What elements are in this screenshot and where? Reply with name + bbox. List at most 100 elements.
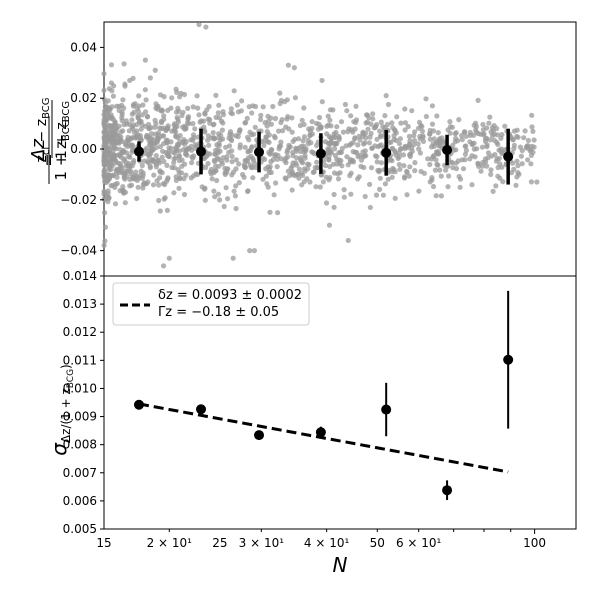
scatter-point — [112, 181, 119, 187]
scatter-point — [482, 156, 488, 162]
scatter-point — [521, 135, 527, 141]
scatter-point — [289, 129, 295, 135]
scatter-point — [378, 119, 384, 125]
scatter-point — [519, 148, 525, 154]
scatter-point — [311, 151, 317, 157]
scatter-point — [142, 158, 148, 164]
scatter-point — [396, 154, 402, 160]
scatter-point — [377, 175, 383, 181]
scatter-point — [242, 120, 248, 126]
scatter-point — [407, 152, 413, 158]
scatter-point — [332, 146, 338, 152]
scatter-point — [140, 170, 146, 176]
scatter-point — [300, 160, 306, 166]
scatter-point — [435, 162, 441, 168]
scatter-point — [318, 124, 324, 130]
scatter-point — [417, 136, 423, 142]
scatter-point — [502, 123, 508, 129]
scatter-point — [314, 164, 320, 171]
scatter-point — [203, 24, 209, 30]
scatter-point — [161, 94, 167, 100]
scatter-point — [296, 175, 302, 181]
scatter-point — [311, 169, 317, 175]
top-panel: −0.04 −0.02 0.00 0.02 0.04 Δz 1 + zBCG = zcl… — [28, 21, 577, 277]
scatter-point — [172, 121, 178, 127]
scatter-point — [265, 184, 271, 190]
scatter-point — [429, 156, 435, 162]
scatter-point — [121, 157, 127, 163]
scatter-point — [429, 175, 435, 181]
scatter-point — [224, 157, 230, 163]
scatter-point — [495, 141, 501, 147]
scatter-point — [190, 121, 196, 127]
scatter-point — [396, 141, 403, 147]
scatter-point — [530, 128, 536, 134]
scatter-point — [438, 173, 444, 179]
scatter-point — [425, 156, 431, 162]
scatter-point — [400, 152, 407, 158]
scatter-point — [249, 110, 255, 116]
scatter-point — [289, 115, 295, 121]
scatter-point — [457, 184, 463, 190]
scatter-point — [211, 135, 217, 141]
x-tick-label: 50 — [370, 536, 385, 550]
bottom-y-tick-label: 0.009 — [63, 410, 97, 424]
scatter-point — [232, 193, 238, 199]
scatter-point — [260, 176, 266, 182]
scatter-point — [108, 166, 114, 172]
scatter-point — [383, 93, 389, 99]
scatter-point — [368, 130, 374, 137]
scatter-point — [153, 164, 159, 170]
sigma-point — [133, 399, 144, 410]
scatter-point — [219, 127, 225, 133]
scatter-point — [411, 142, 417, 148]
scatter-point — [154, 138, 161, 144]
scatter-point — [433, 193, 439, 199]
scatter-point — [219, 161, 225, 167]
scatter-point — [471, 140, 477, 146]
scatter-point — [266, 139, 272, 145]
scatter-point — [427, 179, 433, 185]
scatter-point — [264, 123, 270, 129]
scatter-point — [307, 179, 313, 185]
scatter-point — [183, 151, 189, 157]
scatter-point — [525, 157, 531, 163]
scatter-point — [166, 145, 172, 151]
scatter-point — [211, 188, 217, 194]
scatter-point — [335, 171, 341, 177]
scatter-point — [291, 65, 297, 71]
scatter-point — [300, 138, 306, 144]
scatter-point — [267, 209, 273, 215]
scatter-point — [223, 144, 229, 150]
scatter-point — [498, 135, 504, 141]
scatter-point — [127, 77, 133, 84]
scatter-point — [135, 109, 142, 115]
scatter-point — [185, 105, 191, 111]
scatter-point — [209, 176, 215, 182]
scatter-point — [519, 161, 525, 167]
scatter-point — [102, 210, 108, 216]
scatter-point — [404, 192, 410, 198]
bottom-y-tick-label: 0.011 — [63, 353, 97, 367]
scatter-point — [296, 166, 302, 172]
scatter-point — [213, 92, 219, 98]
scatter-point — [211, 157, 217, 163]
scatter-point — [449, 124, 455, 130]
scatter-point — [116, 107, 122, 114]
scatter-point — [157, 208, 163, 214]
scatter-point — [429, 103, 435, 109]
scatter-point — [445, 184, 451, 190]
scatter-point — [309, 119, 315, 125]
scatter-point — [409, 108, 415, 114]
top-y-tick-label: 0.00 — [70, 142, 97, 156]
scatter-point — [481, 131, 487, 137]
scatter-point — [333, 141, 339, 147]
scatter-point — [307, 132, 313, 138]
scatter-point — [210, 130, 216, 136]
scatter-point — [471, 132, 477, 138]
bottom-y-axis-label: σΔz/(1 + zBCG) — [47, 364, 76, 456]
scatter-point — [245, 134, 251, 140]
scatter-point — [412, 168, 418, 174]
scatter-point — [149, 158, 155, 164]
scatter-point — [518, 153, 525, 159]
